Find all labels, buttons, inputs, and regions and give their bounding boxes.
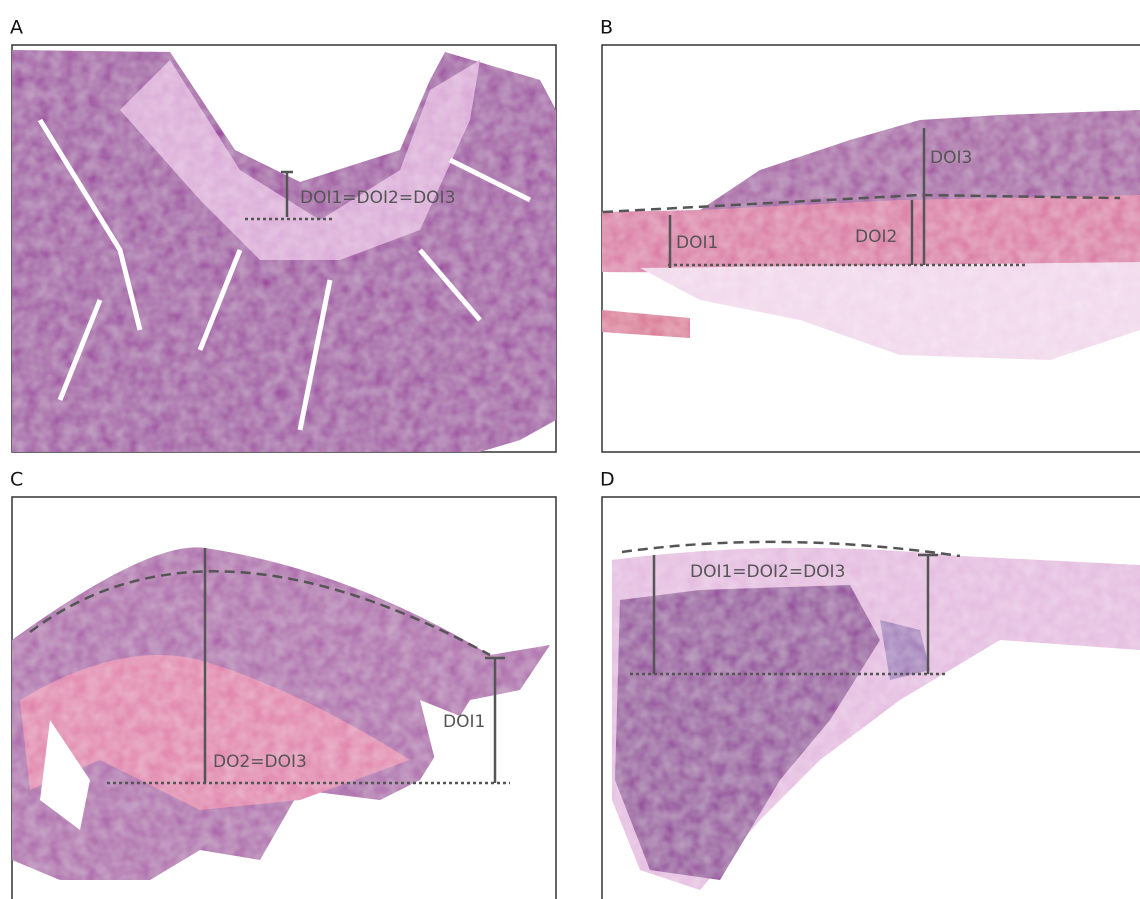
annotation: DOI1	[443, 712, 485, 732]
annotation: DOI1	[676, 233, 718, 253]
panel-label: C	[10, 469, 23, 491]
annotation: DOI1=DOI2=DOI3	[690, 562, 845, 582]
panel-label: A	[10, 17, 23, 39]
annotation: DOI1=DOI2=DOI3	[300, 188, 455, 208]
annotation: DO2=DOI3	[213, 752, 307, 772]
page: {"panels": [ {"label": "A", "annotations…	[0, 0, 1140, 899]
annotation: DOI3	[930, 148, 972, 168]
panel-label: D	[600, 469, 615, 491]
panel-label: B	[600, 17, 613, 39]
annotation: DOI2	[855, 227, 897, 247]
figure: A DOI1=DOI2=DOI3 B DOI3 DOI1 DOI2 C DOI1…	[0, 0, 1140, 899]
